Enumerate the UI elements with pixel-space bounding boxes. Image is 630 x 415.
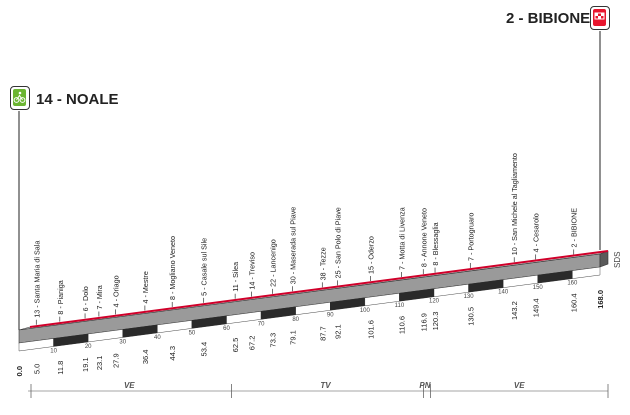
place-name: 8 - Blessaglia (431, 222, 440, 265)
place-name: 30 - Maserada sul Piave (289, 207, 298, 285)
km-scale-group: 10 20 30 40 50 60 70 80 90 100 110 120 130 140 150 160 (50, 281, 578, 355)
km-scale-tick: 120 (429, 299, 440, 305)
km-scale-tick: 50 (189, 330, 196, 336)
km-scale-tick: 110 (395, 303, 405, 309)
km-scale-tick: 130 (464, 294, 475, 300)
km-scale-tick: 30 (119, 339, 126, 345)
km-scale-tick: 70 (258, 321, 265, 327)
place-name: 7 - Mira (95, 285, 104, 309)
road-line (29, 250, 609, 328)
km-value: 110.6 (397, 316, 406, 334)
place-name: 4 - Oriago (111, 275, 120, 307)
province-code: VE (124, 381, 135, 390)
place-name: 11 - Silea (231, 262, 240, 292)
place-name-group: 13 - Santa Maria di Sala 8 - Pianiga 6 - D… (32, 153, 578, 318)
km-value: 67.2 (247, 336, 256, 351)
place-name: 22 - Lancenigo (268, 239, 277, 287)
km-scale-tick: 100 (360, 308, 371, 314)
km-value: 92.1 (334, 324, 343, 339)
place-name: 4 - Cesarolo (532, 213, 541, 252)
km-value: 23.1 (95, 356, 104, 371)
place-name: 6 - Dolo (81, 286, 90, 311)
finish-label: 2 - BIBIONE (506, 10, 591, 27)
place-name: 8 - Pianiga (56, 280, 65, 314)
place-name: 13 - Santa Maria di Sala (32, 241, 41, 318)
place-name: 2 - BIBIONE (570, 208, 579, 248)
place-name: 15 - Oderzo (366, 236, 375, 274)
finish-marker (590, 6, 610, 30)
km-scale-tick: 60 (223, 326, 230, 332)
km-value: 87.7 (318, 326, 327, 341)
place-name: 7 - Motta di Livenza (397, 207, 406, 270)
cyclist-icon (13, 91, 26, 103)
start-label: 14 - NOALE (36, 91, 119, 108)
province-code: PN (419, 381, 430, 390)
place-name: 25 - San Polo di Piave (334, 207, 343, 278)
province-code: VE (514, 381, 525, 390)
km-value: 160.4 (570, 293, 579, 312)
km-scale-tick: 150 (533, 285, 544, 291)
side-label: SDS (613, 252, 622, 268)
km-scale-tick: 80 (292, 317, 299, 323)
start-badge-icon (13, 89, 26, 106)
place-name: 14 - Treviso (247, 252, 256, 290)
km-value: 27.9 (111, 353, 120, 368)
place-name: 5 - Casale sul Sile (200, 238, 209, 296)
province-group: VE TV PN VE (30, 381, 609, 398)
km-stripe-segment (572, 266, 601, 279)
km-value-group: 0.0 5.0 11.8 19.1 23.1 27.9 36.4 44.3 53.4 62.5 67… (15, 290, 605, 376)
place-name: 7 - Portogruaro (466, 213, 475, 261)
km-scale-tick: 40 (154, 335, 161, 341)
km-value: 116.9 (419, 313, 428, 331)
km-value: 143.2 (510, 301, 519, 320)
km-value: 11.8 (56, 361, 65, 375)
start-marker (10, 86, 30, 110)
km-stripe-band (18, 266, 601, 352)
km-value: 168.0 (596, 290, 605, 309)
profile-end-face (599, 250, 609, 268)
profile-side (18, 253, 601, 344)
km-value: 36.4 (141, 350, 150, 365)
km-scale-tick: 90 (327, 312, 334, 318)
km-value: 79.1 (289, 330, 298, 345)
km-value: 19.1 (81, 357, 90, 372)
km-scale-tick: 20 (85, 344, 92, 350)
km-value: 120.3 (431, 312, 440, 331)
km-value: 149.4 (532, 298, 541, 317)
km-value: 101.6 (366, 320, 375, 339)
km-value: 73.3 (268, 333, 277, 348)
province-code: TV (320, 381, 331, 390)
place-name: 4 - Mestre (141, 271, 150, 303)
km-scale-tick: 10 (50, 348, 57, 354)
km-value: 5.0 (32, 364, 41, 374)
place-tick-group (35, 249, 575, 325)
km-value: 130.5 (466, 307, 475, 326)
finish-flag-icon (594, 12, 605, 20)
km-value: 44.3 (168, 346, 177, 361)
km-value: 53.4 (200, 342, 209, 357)
place-name: 10 - San Michele al Tagliamento (510, 153, 519, 255)
place-name: 38 - Tezze (318, 247, 327, 280)
km-scale-tick: 160 (567, 281, 578, 287)
finish-badge-icon (593, 9, 606, 26)
place-name: 8 - Mogliano Veneto (168, 236, 177, 300)
place-name: 8 - Annone Veneto (419, 208, 428, 267)
km-value: 62.5 (231, 338, 240, 353)
km-scale-tick: 140 (498, 290, 509, 296)
km-value: 0.0 (15, 366, 24, 376)
